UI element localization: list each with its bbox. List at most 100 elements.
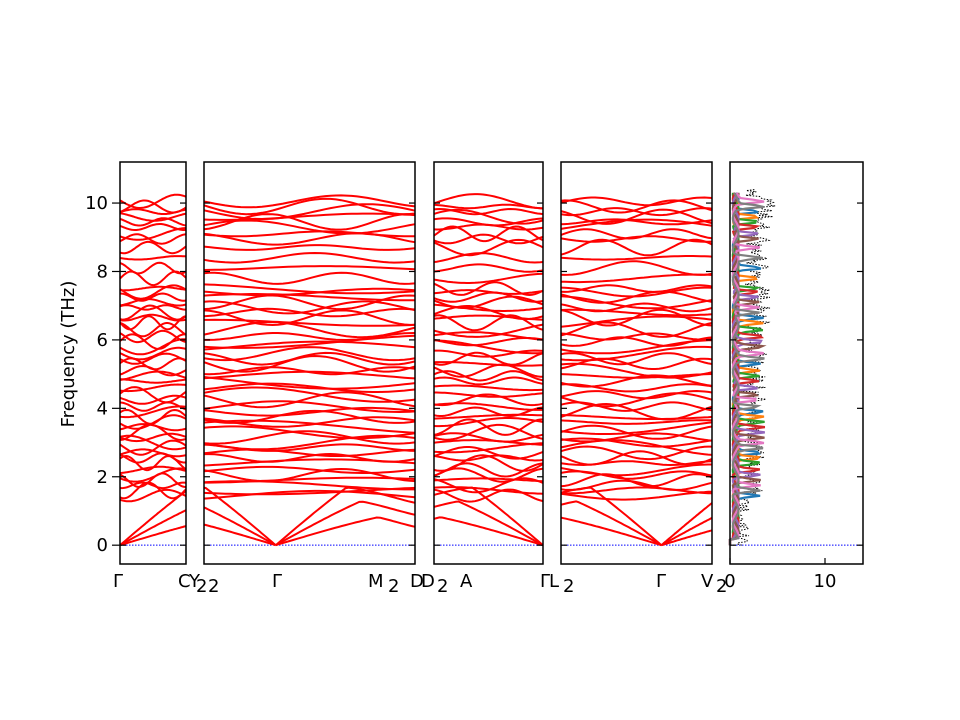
band-line (433, 413, 544, 420)
band-line (560, 218, 713, 230)
band-line (119, 315, 187, 331)
band-line (560, 295, 713, 310)
acoustic-branch (275, 486, 416, 546)
band-line (204, 318, 416, 327)
band-line (203, 409, 416, 424)
band-line (119, 481, 187, 500)
band-line (119, 452, 186, 464)
x-tick-label: 2 (437, 576, 448, 597)
band-line (433, 351, 544, 366)
band-line (560, 357, 713, 370)
band-line (560, 199, 713, 214)
band-line (560, 228, 713, 240)
acoustic-branch (203, 506, 277, 547)
band-line (203, 251, 416, 264)
acoustic-branch (275, 500, 416, 547)
band-line (203, 334, 416, 349)
band-line (560, 207, 713, 217)
band-line (560, 260, 713, 276)
band-line (203, 430, 416, 445)
band-line (204, 476, 416, 484)
band-line (433, 477, 544, 494)
band-line (433, 363, 543, 378)
band-line (433, 272, 544, 284)
band-line (119, 329, 187, 344)
acoustic-branch (560, 500, 662, 547)
band-line (119, 439, 187, 456)
band-line (203, 197, 416, 216)
acoustic-branch (203, 486, 277, 546)
band-line (560, 439, 713, 456)
band-line (433, 331, 544, 341)
band-line (119, 313, 187, 322)
band-line (119, 333, 187, 350)
band-line (119, 212, 187, 222)
y-tick-label: 4 (97, 398, 108, 419)
band-line (433, 295, 544, 310)
acoustic-branch (119, 525, 187, 547)
panel-frame (203, 161, 416, 565)
band-line (203, 406, 416, 417)
band-line (203, 321, 416, 339)
pdos-line (728, 192, 765, 546)
band-line (560, 445, 712, 461)
y-tick-label: 10 (85, 193, 108, 214)
band-panel-4 (560, 161, 713, 565)
acoustic-branch (660, 502, 713, 546)
band-line (433, 207, 544, 216)
band-line (203, 203, 416, 221)
x-tick-label: A (460, 571, 473, 592)
band-line (561, 486, 713, 495)
band-line (560, 419, 712, 425)
band-line (560, 432, 713, 443)
band-line (560, 424, 713, 440)
band-line (119, 432, 187, 443)
band-line (119, 338, 186, 356)
band-line (560, 392, 713, 408)
band-line (203, 386, 416, 403)
band-line (119, 394, 187, 405)
x-tick-label: Y (188, 571, 201, 592)
band-line (119, 223, 187, 231)
band-line (560, 208, 713, 225)
band-line (433, 393, 544, 407)
band-line (560, 479, 713, 491)
band-line (560, 421, 713, 435)
y-tick-label: 2 (97, 467, 108, 488)
band-line (433, 339, 544, 355)
band-line (119, 233, 187, 245)
band-line (560, 437, 713, 448)
band-line (203, 340, 416, 351)
band-line (433, 323, 544, 338)
band-line (560, 389, 713, 400)
x-tick-label: D (410, 571, 424, 592)
band-line (203, 391, 416, 409)
band-line (433, 446, 544, 460)
band-line (434, 391, 544, 398)
band-line (433, 439, 544, 446)
band-line (434, 349, 544, 358)
band-line (203, 307, 416, 318)
acoustic-branch (433, 500, 544, 547)
x-tick-label: 2 (716, 576, 727, 597)
band-line (203, 287, 416, 297)
acoustic-branch (661, 529, 713, 547)
band-line (119, 370, 187, 381)
band-line (560, 490, 713, 501)
band-line (203, 448, 416, 457)
band-line (119, 378, 187, 384)
band-line (119, 364, 187, 377)
band-line (433, 314, 544, 332)
band-line (203, 283, 416, 295)
band-line (203, 486, 416, 496)
band-line (119, 227, 187, 241)
band-line (119, 304, 187, 321)
band-line (203, 244, 416, 251)
band-line (560, 286, 713, 298)
band-line (204, 452, 416, 463)
x-tick-label: 2 (208, 576, 219, 597)
panel-frame (119, 161, 187, 565)
acoustic-branch (433, 486, 544, 546)
y-tick-label: 0 (97, 535, 108, 556)
